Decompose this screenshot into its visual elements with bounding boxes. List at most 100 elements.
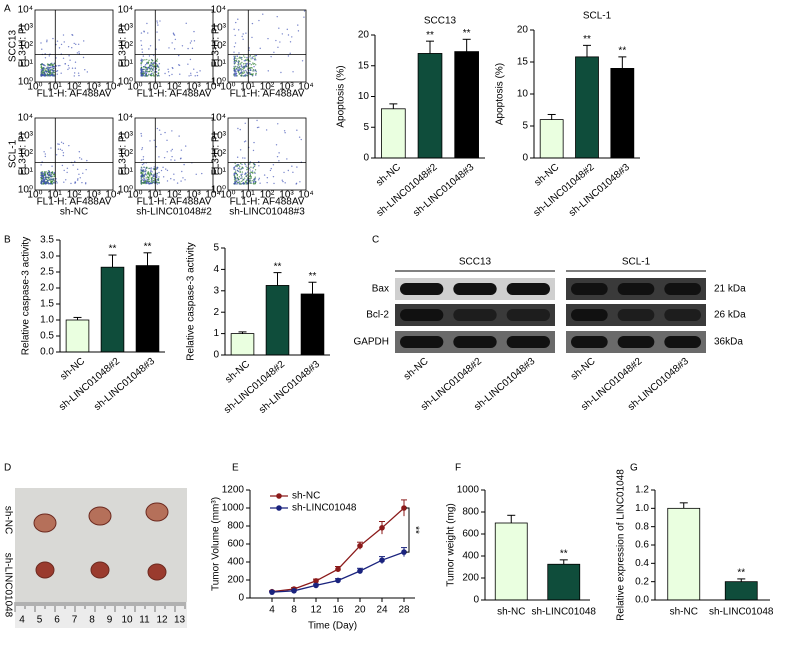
flow-event: [158, 182, 160, 185]
flow-event: [44, 155, 47, 158]
flow-event: [41, 69, 44, 71]
flow-event: [244, 163, 247, 166]
flow-tick: 10⁴: [205, 190, 220, 201]
flow-event: [158, 69, 160, 72]
marker: [313, 578, 319, 584]
flow-event: [171, 73, 173, 76]
flow-event: [49, 183, 52, 185]
flow-event: [143, 181, 145, 184]
flow-plot: [227, 117, 307, 191]
flow-event: [174, 159, 176, 161]
flow-event: [241, 66, 244, 69]
flow-event: [62, 142, 65, 145]
flow-event: [148, 73, 150, 75]
bar: [230, 333, 255, 356]
flow-event: [253, 70, 255, 72]
flow-event: [148, 167, 150, 170]
flow-tick: 10⁰: [211, 77, 226, 88]
flow-event: [258, 161, 260, 163]
flow-tick: 10⁰: [27, 190, 42, 201]
x-tick-label: 4: [269, 605, 275, 616]
flow-event: [258, 165, 260, 167]
flow-event: [152, 72, 154, 74]
flow-event: [140, 66, 143, 69]
flow-tick: 10⁰: [127, 82, 142, 93]
significance: **: [618, 46, 626, 57]
flow-event: [42, 176, 44, 178]
x-tick-label: sh-LINC01048#2: [375, 162, 440, 219]
flow-event: [195, 173, 197, 175]
flow-event: [237, 127, 239, 130]
flow-event: [53, 67, 55, 70]
flow-event: [259, 47, 261, 50]
flow-event: [256, 119, 258, 122]
flow-tick: 10⁴: [18, 5, 33, 16]
flow-event: [140, 60, 143, 62]
flow-event: [44, 70, 46, 73]
flow-event: [50, 172, 52, 174]
flow-event: [140, 174, 143, 177]
flow-event: [171, 155, 173, 158]
flow-event: [240, 71, 243, 74]
flow-tick: 10³: [186, 82, 201, 93]
flow-event: [59, 148, 62, 151]
flow-event: [236, 174, 239, 177]
tumor: [35, 561, 55, 579]
flow-event: [287, 55, 290, 57]
flow-event: [239, 170, 241, 173]
flow-event: [46, 74, 49, 77]
panel-letter: E: [232, 463, 239, 474]
flow-event: [53, 178, 55, 180]
size-label: 21 kDa: [714, 284, 746, 295]
flow-event: [41, 71, 44, 73]
flow-event: [158, 39, 160, 41]
flow-event: [152, 70, 154, 72]
flow-event: [273, 51, 275, 54]
flow-event: [144, 72, 146, 74]
flow-event: [238, 181, 241, 183]
flow-event: [40, 171, 42, 174]
flow-event: [248, 175, 251, 178]
flow-event: [157, 178, 160, 180]
series-line: [271, 551, 405, 593]
flow-event: [233, 28, 235, 31]
flow-event: [70, 182, 72, 185]
flow-event: [253, 178, 255, 181]
flow-event: [234, 178, 237, 180]
flow-event: [234, 176, 236, 178]
flow-event: [150, 169, 152, 171]
flow-tick: 10³: [279, 82, 294, 93]
flow-x-label: FL1-H: AF488AV: [137, 197, 212, 208]
flow-event: [299, 181, 301, 183]
flow-event: [73, 42, 75, 45]
flow-event: [46, 73, 49, 76]
flow-event: [237, 167, 240, 170]
flow-event: [254, 169, 257, 171]
flow-event: [58, 143, 60, 146]
ruler-number: 8: [89, 615, 95, 626]
flow-event: [174, 38, 177, 41]
y-tick-label: 3: [213, 285, 219, 296]
legend-marker: [276, 493, 282, 499]
bar: [417, 53, 443, 159]
flow-event: [140, 178, 142, 180]
flow-event: [144, 75, 146, 77]
flow-event: [143, 179, 145, 182]
y-tick-label: 2.5: [40, 267, 54, 278]
size-label: 36kDa: [714, 337, 743, 348]
flow-event: [57, 148, 60, 150]
flow-event: [151, 60, 154, 62]
flow-event: [262, 13, 264, 15]
flow-event: [244, 65, 247, 67]
flow-event: [245, 181, 247, 184]
flow-event: [43, 151, 45, 153]
flow-event: [270, 55, 272, 58]
flow-event: [234, 177, 237, 179]
flow-event: [142, 156, 145, 158]
flow-tick: 10³: [19, 23, 34, 34]
flow-event: [242, 38, 244, 41]
flow-event: [144, 169, 147, 171]
flow-event: [150, 170, 152, 173]
flow-event: [141, 147, 144, 149]
chart-title: SCC13: [424, 16, 457, 27]
